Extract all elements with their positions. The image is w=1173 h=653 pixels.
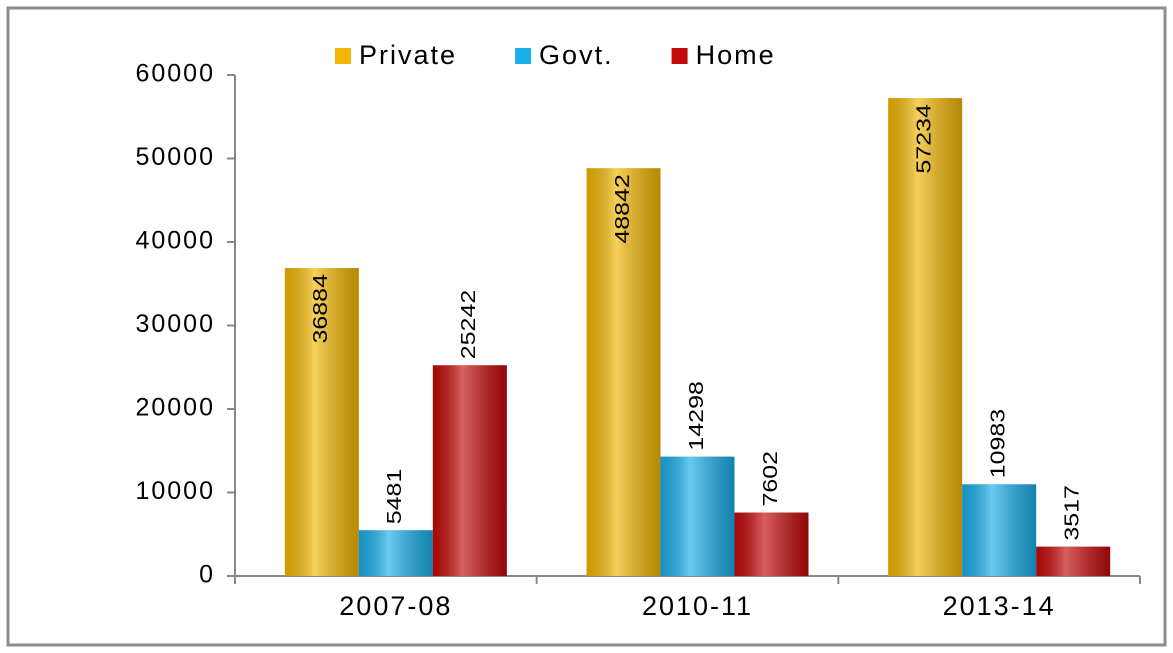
- data-label: 5481: [383, 469, 405, 525]
- data-label: 7602: [759, 451, 781, 507]
- bar-shine: [432, 365, 507, 576]
- bar-shine: [962, 484, 1037, 576]
- y-tick-label: 50000: [135, 143, 215, 171]
- legend-swatch: [671, 48, 688, 64]
- y-tick-label: 40000: [135, 227, 215, 255]
- legend-label: Govt.: [539, 40, 614, 70]
- bar-shine: [888, 98, 963, 576]
- y-tick-label: 10000: [135, 477, 215, 505]
- x-tick-label: 2010-11: [642, 591, 753, 621]
- data-label: 14298: [685, 381, 707, 450]
- data-label: 10983: [987, 409, 1009, 478]
- bar-shine: [586, 168, 661, 576]
- y-tick-label: 0: [199, 561, 215, 589]
- y-tick-label: 20000: [135, 394, 215, 422]
- x-tick-label: 2013-14: [943, 591, 1056, 621]
- data-label: 48842: [611, 174, 633, 243]
- data-label: 25242: [457, 290, 479, 359]
- legend-swatch: [335, 48, 351, 64]
- data-label: 36884: [309, 274, 331, 343]
- bar-shine: [734, 512, 809, 576]
- data-label: 57234: [913, 104, 935, 173]
- legend-swatch: [515, 48, 532, 64]
- bar-shine: [660, 456, 735, 576]
- x-tick-label: 2007-08: [339, 591, 452, 621]
- bar-shine: [284, 268, 359, 576]
- y-tick-label: 60000: [135, 60, 215, 88]
- legend-label: Private: [359, 40, 457, 70]
- y-tick-label: 30000: [135, 310, 215, 338]
- bar-shine: [358, 530, 433, 576]
- data-label: 3517: [1061, 485, 1083, 541]
- legend-label: Home: [696, 40, 776, 70]
- bar-shine: [1036, 546, 1111, 576]
